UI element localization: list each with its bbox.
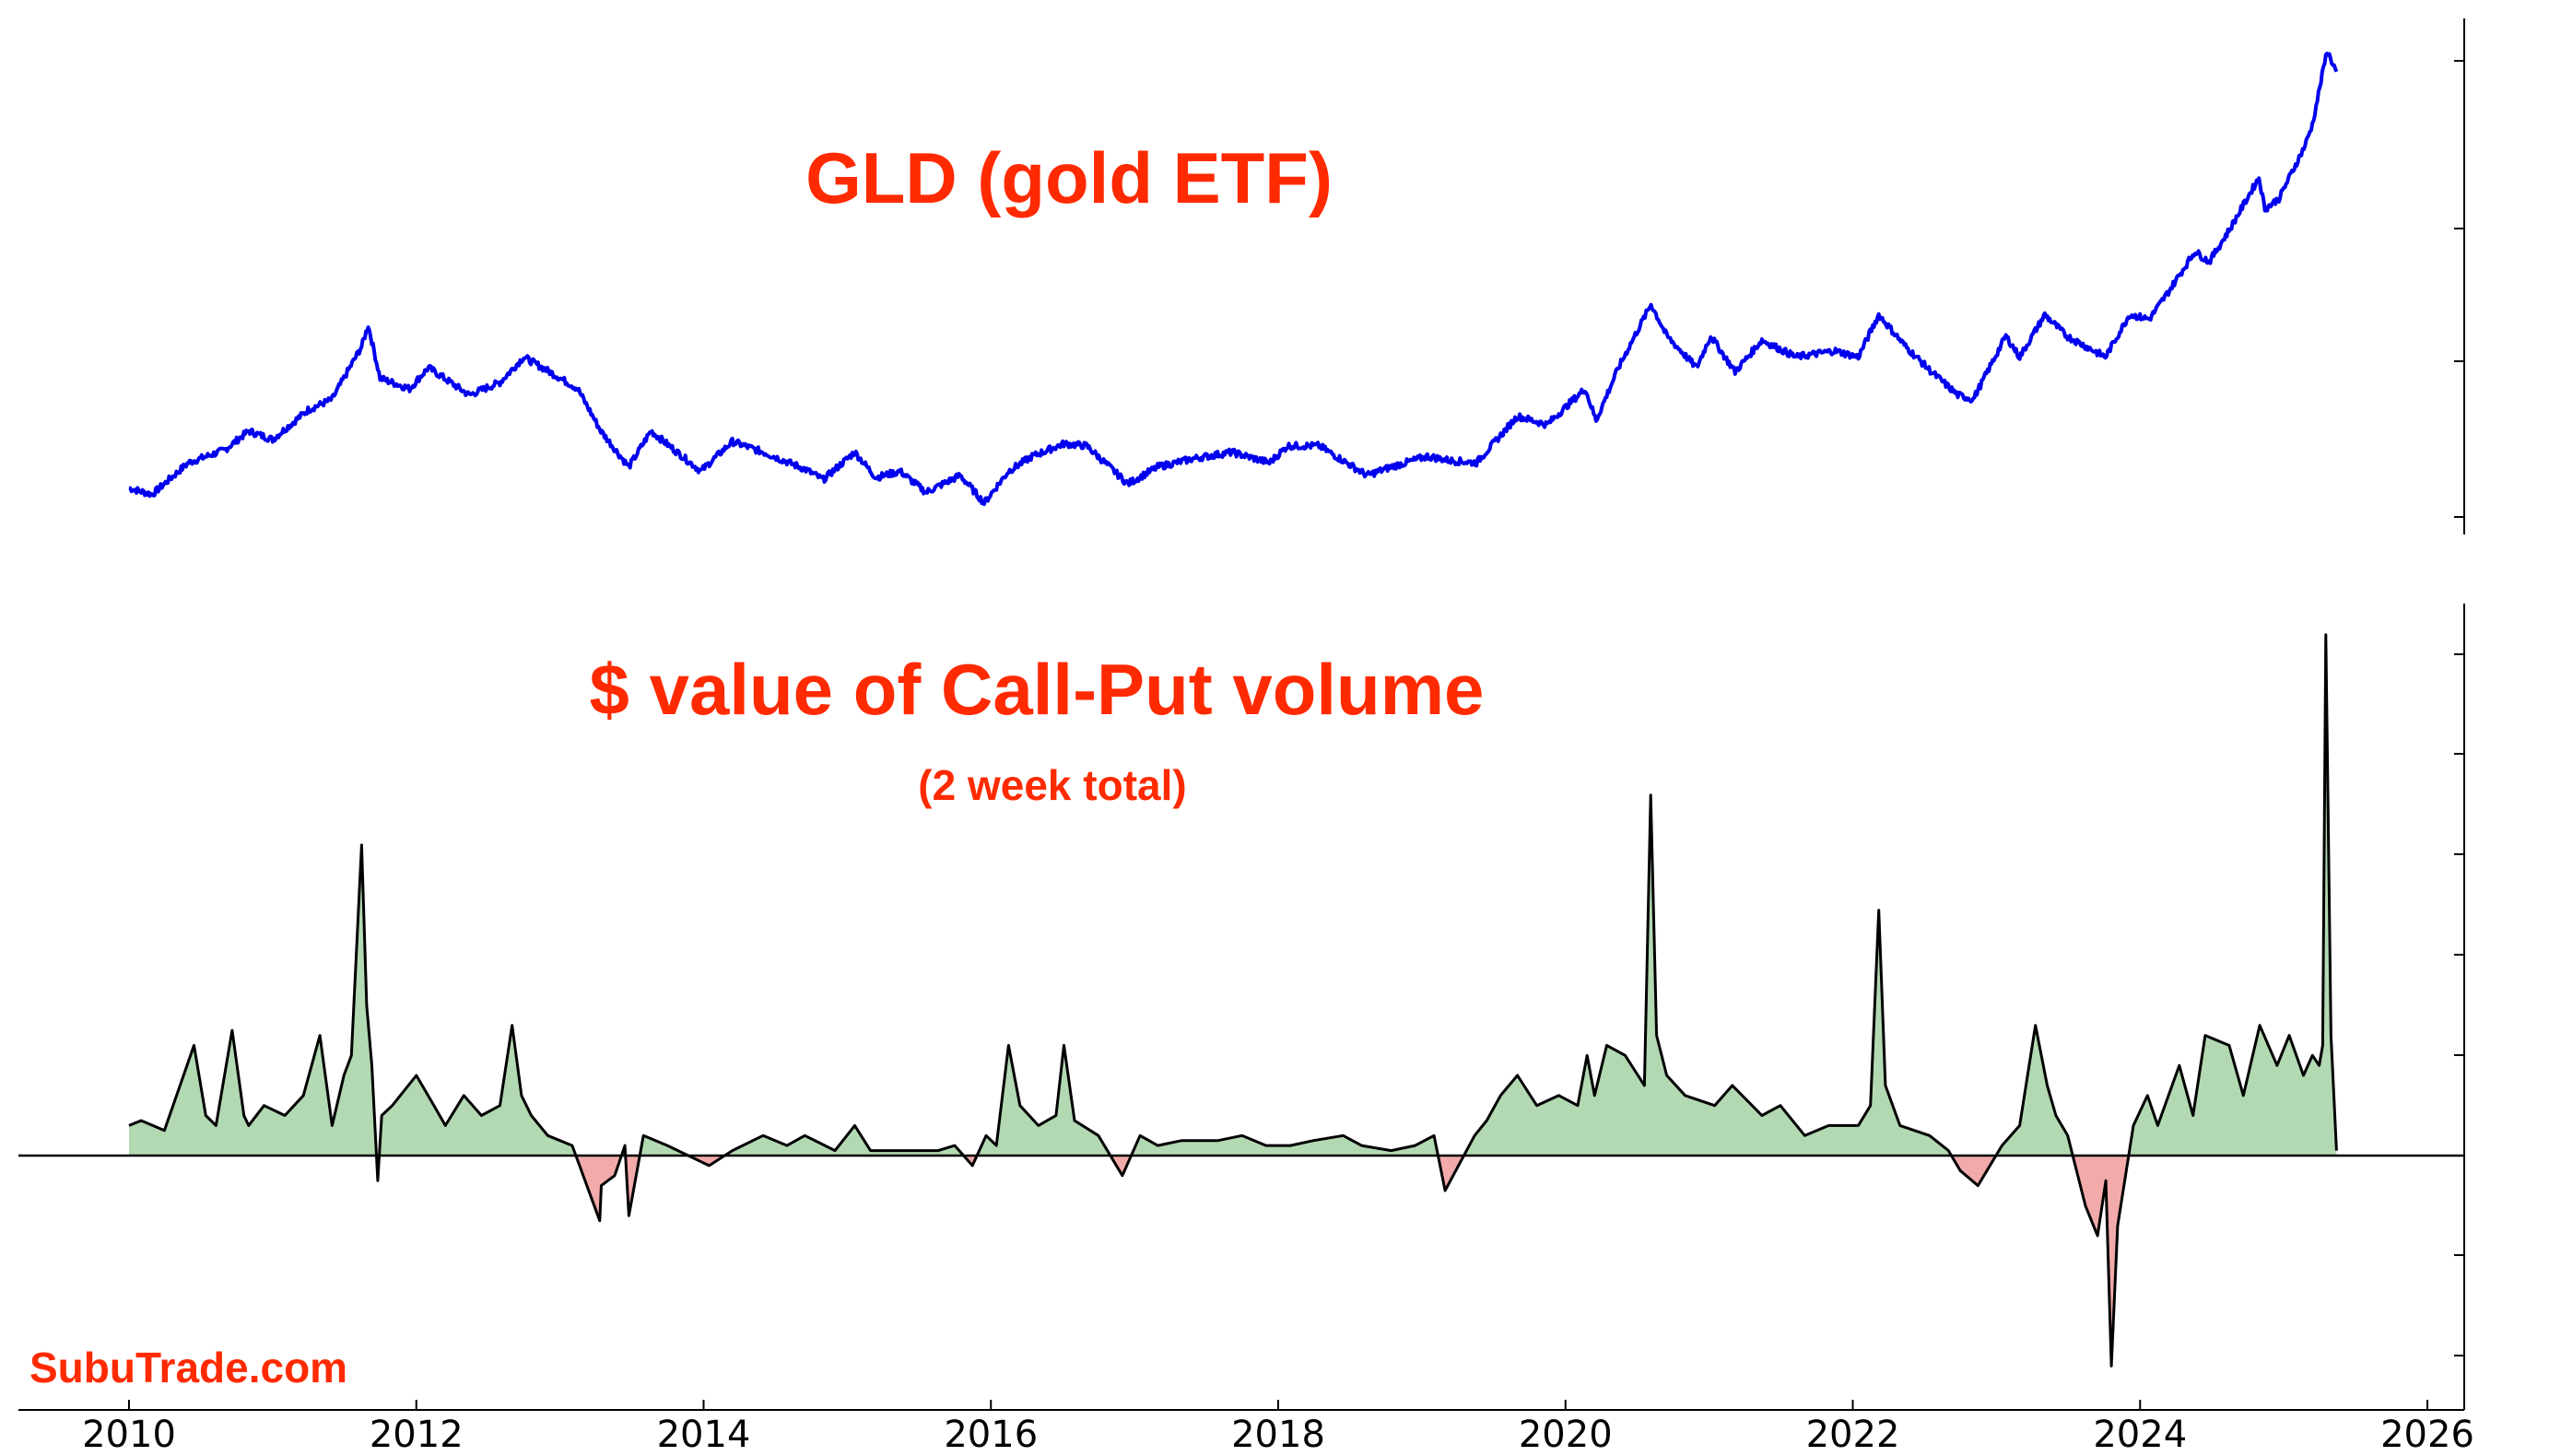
positive-area bbox=[129, 845, 377, 1156]
positive-area bbox=[1463, 794, 1952, 1156]
watermark: SubuTrade.com bbox=[29, 1344, 347, 1391]
gld-chart-title: GLD (gold ETF) bbox=[805, 137, 1333, 218]
positive-area bbox=[977, 1045, 1110, 1156]
negative-area bbox=[687, 1156, 725, 1166]
callput-right-ticks bbox=[2454, 653, 2464, 1356]
positive-area bbox=[379, 1025, 576, 1156]
gld-price-panel: GLD (gold ETF) bbox=[128, 18, 2465, 534]
call-put-panel: $ value of Call-Put volume (2 week total… bbox=[18, 604, 2474, 1456]
positive-area bbox=[2128, 634, 2337, 1156]
x-tick-label: 2024 bbox=[2093, 1414, 2187, 1456]
x-tick-label: 2026 bbox=[2380, 1414, 2474, 1456]
x-tick-label: 2018 bbox=[1231, 1414, 1325, 1456]
x-tick-label: 2014 bbox=[657, 1414, 751, 1456]
x-tick-label: 2022 bbox=[1806, 1414, 1900, 1456]
x-tick-label: 2010 bbox=[82, 1414, 176, 1456]
callput-chart-title: $ value of Call-Put volume bbox=[590, 649, 1485, 730]
x-tick-label: 2020 bbox=[1519, 1414, 1613, 1456]
x-tick-label: 2012 bbox=[370, 1414, 464, 1456]
callput-chart-subtitle: (2 week total) bbox=[918, 761, 1186, 809]
negative-area bbox=[1110, 1156, 1132, 1176]
x-axis-ticks: 2010 2012 2014 2016 2018 2020 2022 2024 2026 bbox=[82, 1400, 2474, 1456]
negative-area bbox=[575, 1156, 622, 1221]
callput-line bbox=[128, 633, 2338, 1368]
gld-right-ticks bbox=[2454, 60, 2464, 518]
positive-area bbox=[1995, 1025, 2073, 1156]
negative-area bbox=[1951, 1156, 1996, 1186]
gld-price-line bbox=[128, 52, 2339, 507]
x-tick-label: 2016 bbox=[944, 1414, 1038, 1456]
callput-area-fills bbox=[129, 634, 2337, 1367]
